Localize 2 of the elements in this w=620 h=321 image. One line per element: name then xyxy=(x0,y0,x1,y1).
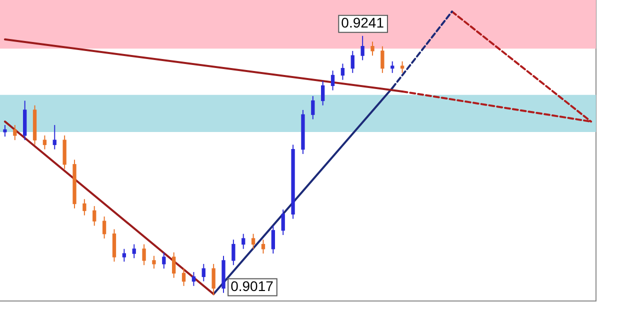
annotation: 0.9241 xyxy=(341,14,384,31)
annotation: 0.9017 xyxy=(230,278,274,294)
